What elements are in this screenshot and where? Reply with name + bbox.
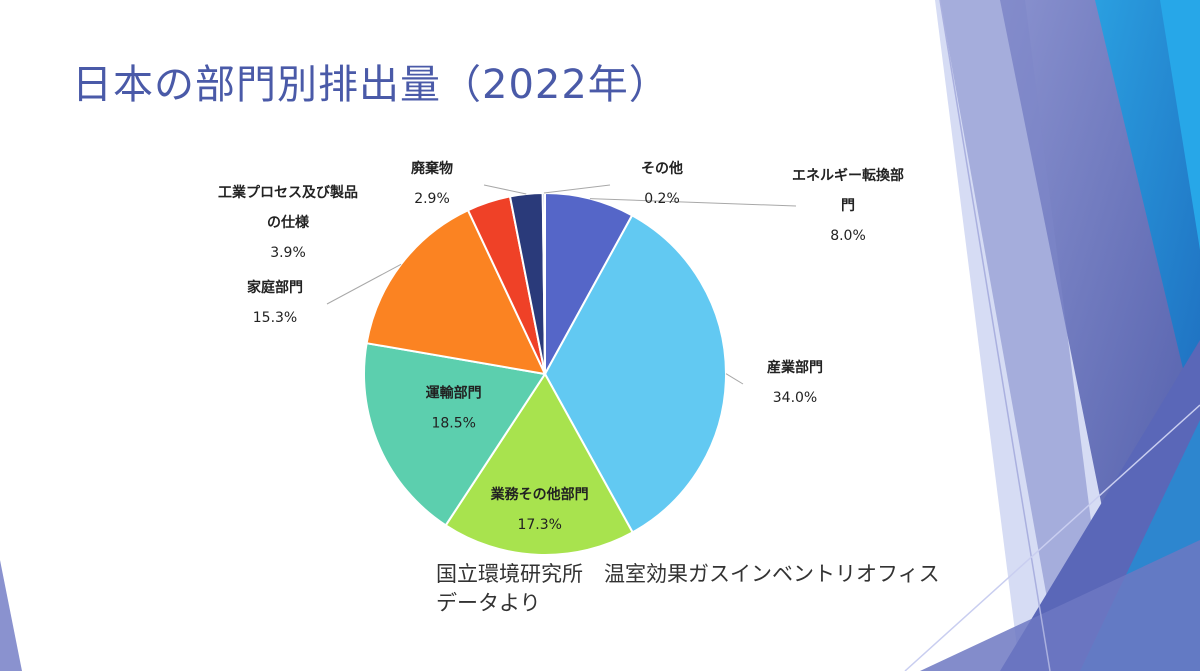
pie-slice-4: [363, 342, 547, 527]
slice-label-2: 産業部門: [767, 359, 823, 376]
slice-label-1: 門: [841, 198, 855, 214]
slice-value-6: 3.9%: [270, 245, 306, 261]
pie-chart: [363, 191, 727, 556]
leader-line-1: [589, 198, 797, 207]
source-note: 国立環境研究所 温室効果ガスインベントリオフィス データより: [436, 560, 940, 618]
leader-line-5: [326, 263, 402, 305]
slice-value-5: 15.3%: [253, 310, 297, 326]
slice-value-4: 18.5%: [431, 416, 475, 432]
slice-label-7: 廃棄物: [411, 160, 453, 177]
slice-value-3: 17.3%: [517, 517, 561, 533]
source-line-1: 国立環境研究所 温室効果ガスインベントリオフィス: [436, 562, 940, 586]
slice-label-4: 運輸部門: [426, 385, 482, 402]
slice-label-3: 業務その他部門: [490, 486, 589, 503]
leader-line-7: [483, 184, 527, 195]
pie-slice-5: [365, 208, 547, 376]
slice-label-5: 家庭部門: [247, 279, 303, 296]
slice-value-2: 34.0%: [773, 390, 817, 406]
leader-line-8: [543, 184, 611, 194]
slice-label-6: の仕様: [267, 214, 310, 231]
slice-label-6: 工業プロセス及び製品: [218, 184, 358, 201]
slide-title: 日本の部門別排出量（2022年）: [72, 62, 670, 108]
slice-value-7: 2.9%: [414, 191, 450, 207]
source-line-2: データより: [436, 591, 541, 615]
leader-line-2: [725, 373, 744, 385]
pie-slice-2: [543, 213, 727, 534]
pie-slice-3: [444, 372, 634, 556]
slice-label-1: エネルギー転換部: [792, 167, 904, 184]
slice-value-1: 8.0%: [830, 228, 866, 244]
slice-label-8: その他: [641, 160, 683, 177]
slice-value-8: 0.2%: [644, 191, 680, 207]
